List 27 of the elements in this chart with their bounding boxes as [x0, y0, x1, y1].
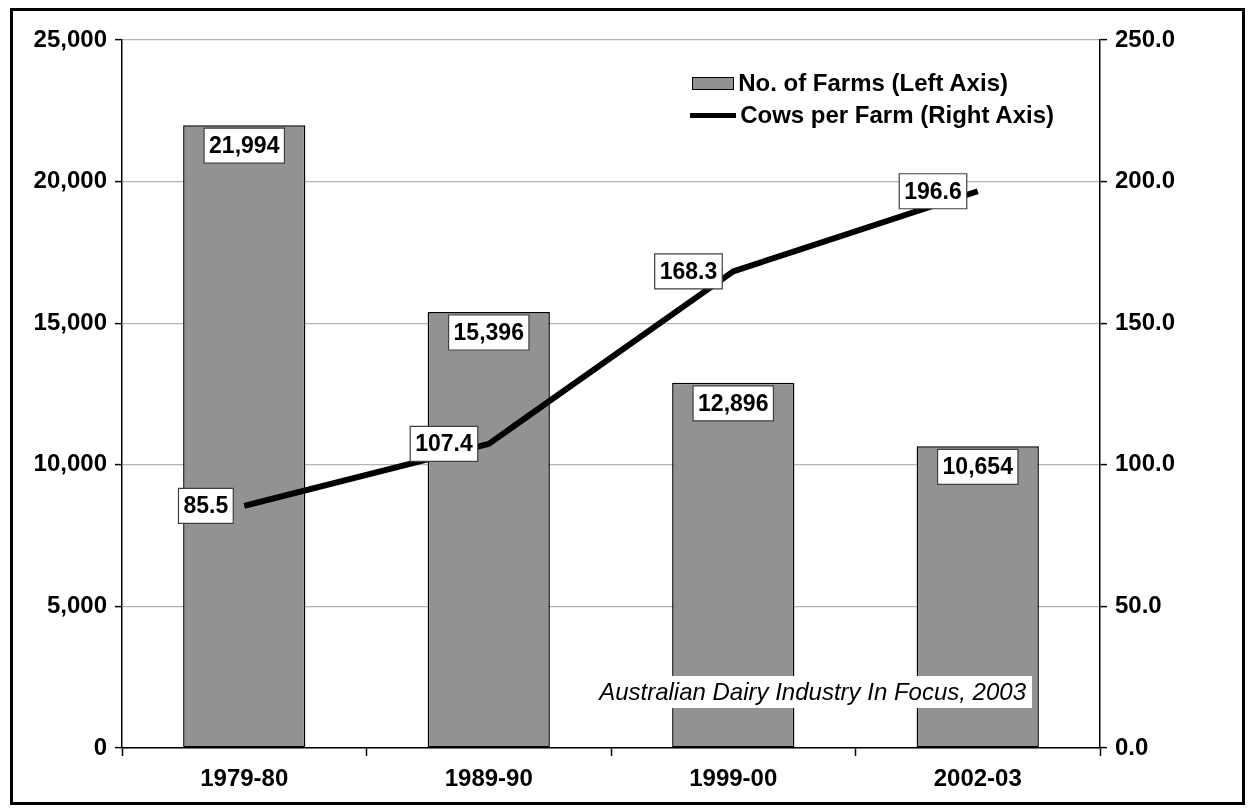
y-tick-label: 5,000: [46, 591, 107, 619]
y2-tick-label: 0.0: [1115, 732, 1149, 760]
legend-label: Cows per Farm (Right Axis): [740, 101, 1054, 129]
data-label: 168.3: [659, 257, 718, 284]
y2-tick-label: 100.0: [1115, 449, 1176, 477]
y2-tick-label: 250.0: [1115, 24, 1176, 52]
x-tick-label: 1979-80: [200, 764, 289, 792]
data-label: 196.6: [904, 177, 962, 204]
legend-label: No. of Farms (Left Axis): [738, 69, 1008, 97]
annotation: Australian Dairy Industry In Focus, 2003: [593, 676, 1032, 708]
y-tick-label: 10,000: [33, 449, 107, 477]
data-label: 107.4: [415, 430, 473, 457]
data-label: 12,896: [698, 389, 769, 416]
data-label: 15,396: [453, 318, 524, 345]
x-tick-label: 1989-90: [444, 764, 533, 792]
x-tick-label: 1999-00: [689, 764, 778, 792]
x-tick-label: 2002-03: [933, 764, 1022, 792]
y2-tick-label: 200.0: [1115, 166, 1176, 194]
y2-tick-label: 50.0: [1115, 591, 1162, 619]
data-label: 10,654: [942, 453, 1014, 480]
data-label: 21,994: [209, 131, 280, 158]
data-label: 85.5: [183, 492, 229, 519]
y2-tick-label: 150.0: [1115, 307, 1176, 335]
y-tick-label: 15,000: [33, 307, 107, 335]
y-tick-label: 0: [93, 732, 107, 760]
y-tick-label: 20,000: [33, 166, 107, 194]
y-tick-label: 25,000: [33, 24, 107, 52]
